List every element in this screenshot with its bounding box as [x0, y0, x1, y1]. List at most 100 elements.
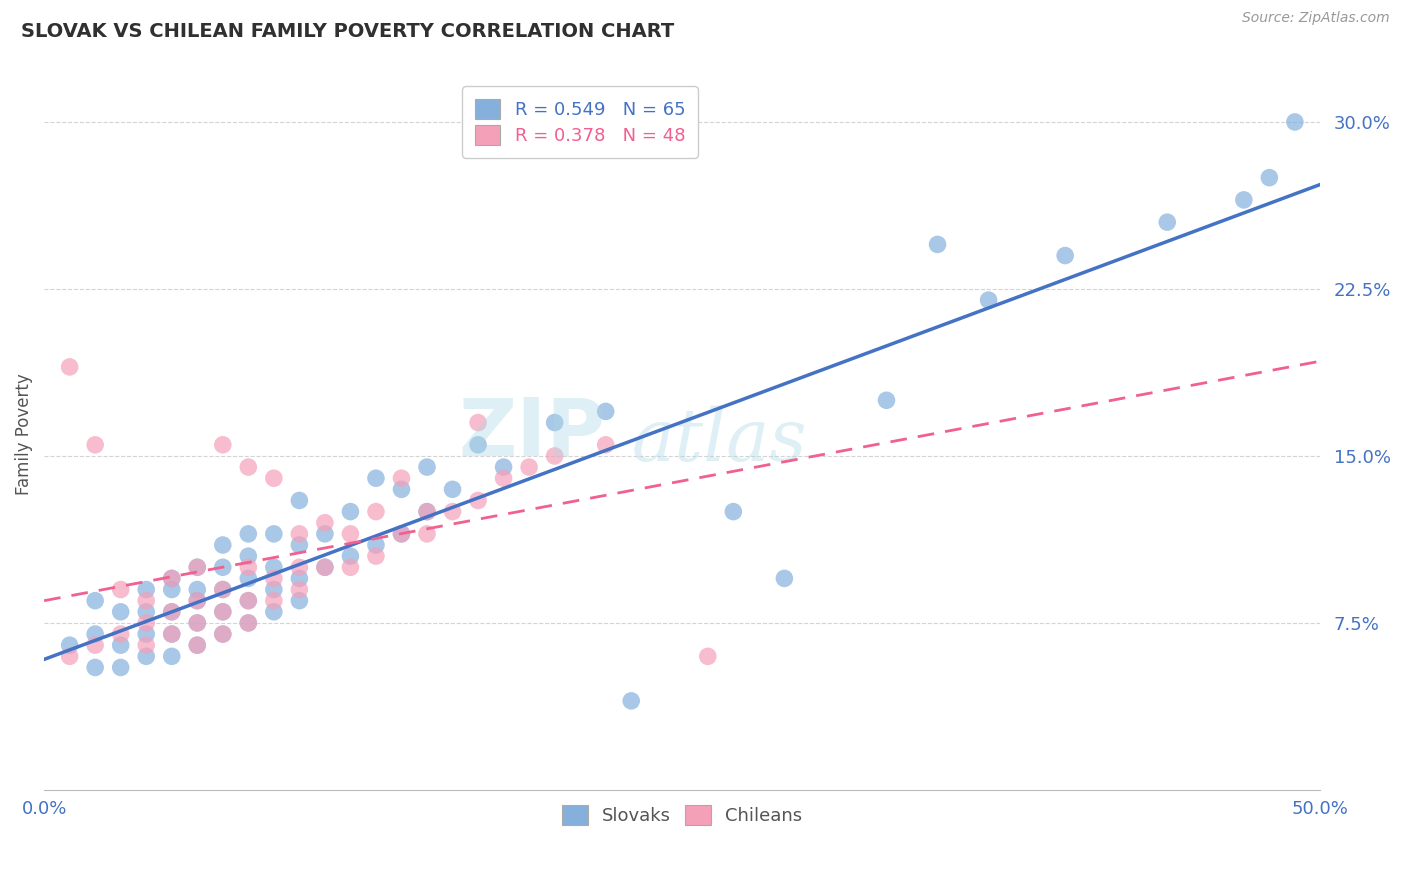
Point [492, 471, 515, 485]
Point [339, 560, 361, 574]
Point [211, 627, 233, 641]
Point [339, 527, 361, 541]
Point [364, 549, 387, 563]
Point [1233, 193, 1256, 207]
Point [160, 627, 183, 641]
Point [391, 471, 413, 485]
Y-axis label: Family Poverty: Family Poverty [15, 373, 32, 494]
Point [288, 582, 311, 597]
Point [441, 505, 464, 519]
Point [1156, 215, 1178, 229]
Point [1284, 115, 1306, 129]
Point [84, 438, 107, 452]
Point [59, 649, 82, 664]
Point [211, 582, 233, 597]
Text: Source: ZipAtlas.com: Source: ZipAtlas.com [1241, 11, 1389, 25]
Point [211, 605, 233, 619]
Point [263, 571, 285, 585]
Point [288, 571, 311, 585]
Point [696, 649, 718, 664]
Point [59, 359, 82, 374]
Point [238, 615, 260, 630]
Point [238, 593, 260, 607]
Point [927, 237, 949, 252]
Point [238, 593, 260, 607]
Point [263, 582, 285, 597]
Point [186, 593, 208, 607]
Point [441, 483, 464, 497]
Point [416, 505, 439, 519]
Point [110, 627, 132, 641]
Point [595, 404, 617, 418]
Point [977, 293, 1000, 307]
Point [186, 582, 208, 597]
Point [875, 393, 897, 408]
Point [288, 493, 311, 508]
Point [288, 527, 311, 541]
Point [263, 527, 285, 541]
Point [543, 416, 565, 430]
Point [110, 582, 132, 597]
Point [135, 627, 157, 641]
Point [314, 560, 336, 574]
Point [186, 615, 208, 630]
Point [1054, 249, 1077, 263]
Point [160, 605, 183, 619]
Point [135, 582, 157, 597]
Point [211, 627, 233, 641]
Point [314, 560, 336, 574]
Point [364, 538, 387, 552]
Text: SLOVAK VS CHILEAN FAMILY POVERTY CORRELATION CHART: SLOVAK VS CHILEAN FAMILY POVERTY CORRELA… [21, 22, 675, 41]
Point [84, 593, 107, 607]
Point [84, 660, 107, 674]
Point [263, 605, 285, 619]
Point [391, 527, 413, 541]
Point [135, 605, 157, 619]
Point [160, 649, 183, 664]
Point [211, 438, 233, 452]
Point [1258, 170, 1281, 185]
Point [492, 460, 515, 475]
Text: ZIP: ZIP [458, 394, 606, 473]
Point [160, 605, 183, 619]
Point [288, 560, 311, 574]
Point [135, 638, 157, 652]
Point [773, 571, 796, 585]
Point [160, 571, 183, 585]
Point [263, 471, 285, 485]
Point [416, 505, 439, 519]
Point [620, 694, 643, 708]
Point [110, 660, 132, 674]
Point [110, 638, 132, 652]
Point [186, 560, 208, 574]
Point [160, 627, 183, 641]
Point [467, 438, 489, 452]
Point [288, 538, 311, 552]
Point [110, 605, 132, 619]
Point [238, 560, 260, 574]
Point [160, 571, 183, 585]
Point [211, 538, 233, 552]
Point [467, 493, 489, 508]
Point [416, 527, 439, 541]
Point [59, 638, 82, 652]
Point [391, 483, 413, 497]
Point [186, 638, 208, 652]
Point [364, 471, 387, 485]
Point [391, 527, 413, 541]
Point [595, 438, 617, 452]
Point [467, 416, 489, 430]
Point [186, 615, 208, 630]
Point [186, 560, 208, 574]
Point [84, 638, 107, 652]
Point [186, 593, 208, 607]
Point [238, 571, 260, 585]
Point [416, 460, 439, 475]
Point [135, 593, 157, 607]
Legend: Slovaks, Chileans: Slovaks, Chileans [553, 797, 811, 834]
Point [314, 527, 336, 541]
Point [723, 505, 745, 519]
Point [238, 615, 260, 630]
Text: atlas: atlas [631, 406, 807, 476]
Point [314, 516, 336, 530]
